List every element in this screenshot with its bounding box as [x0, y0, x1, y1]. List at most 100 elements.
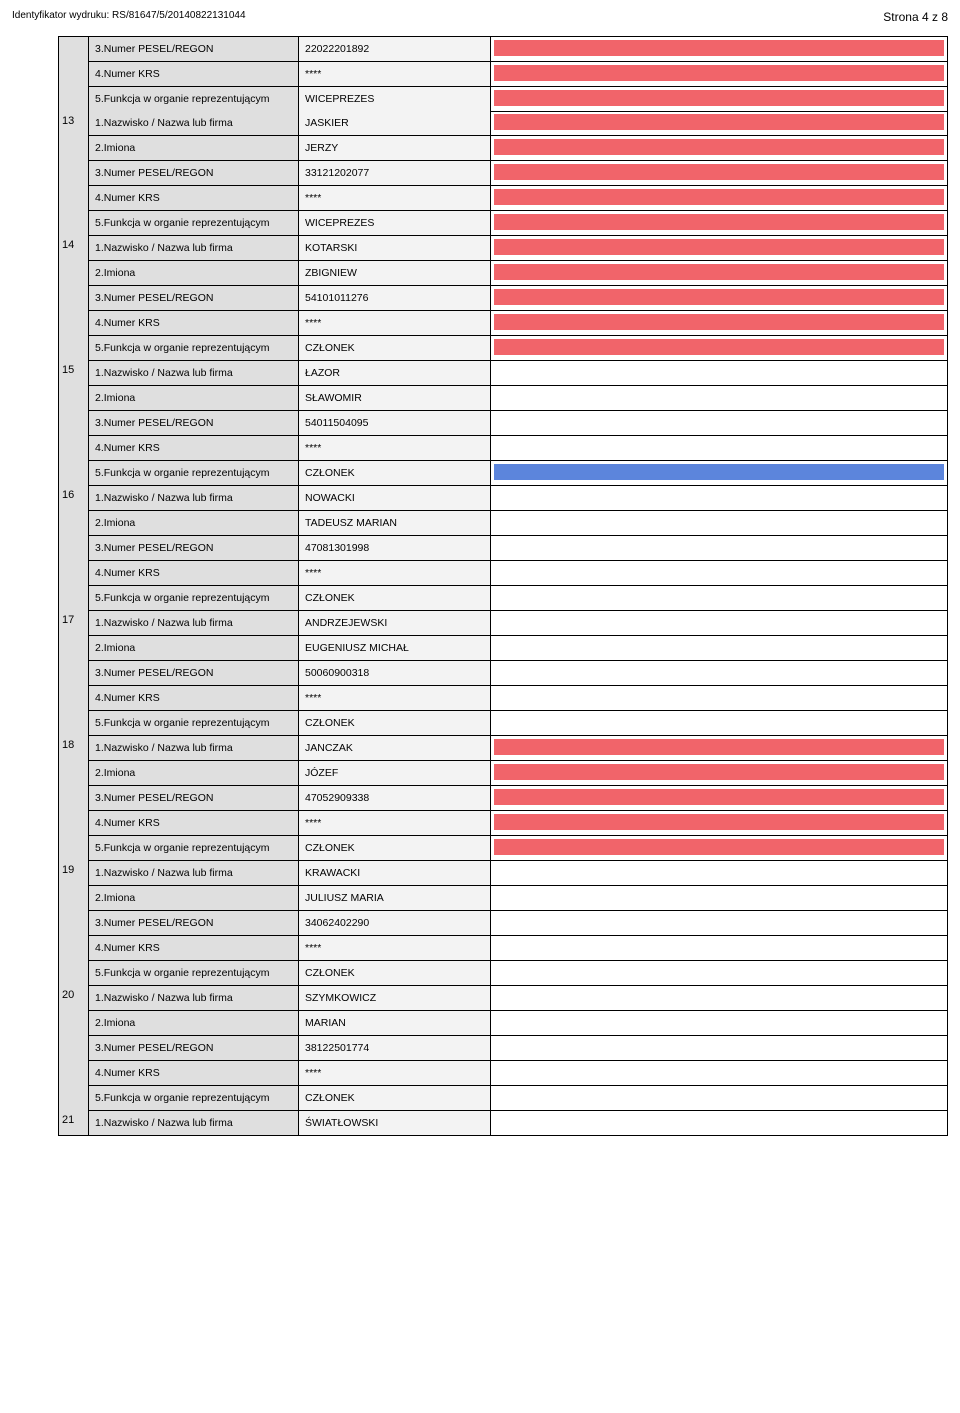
- row-value: ****: [299, 186, 491, 210]
- row-value: ****: [299, 686, 491, 710]
- row-bar-cell: [491, 1111, 947, 1135]
- identifier-value: RS/81647/5/20140822131044: [112, 10, 245, 21]
- entry-rows: 1.Nazwisko / Nazwa lub firmaJASKIER2.Imi…: [89, 111, 948, 236]
- row-value: NOWACKI: [299, 486, 491, 510]
- highlight-bar: [494, 114, 944, 130]
- entry-rows: 3.Numer PESEL/REGON220222018924.Numer KR…: [89, 36, 948, 112]
- table-row: 5.Funkcja w organie reprezentującymCZŁON…: [89, 460, 948, 486]
- row-bar-cell: [491, 211, 947, 235]
- row-label: 1.Nazwisko / Nazwa lub firma: [89, 111, 299, 135]
- row-value: EUGENIUSZ MICHAŁ: [299, 636, 491, 660]
- row-value: CZŁONEK: [299, 836, 491, 860]
- table-row: 1.Nazwisko / Nazwa lub firmaŚWIATŁOWSKI: [89, 1110, 948, 1136]
- row-bar-cell: [491, 386, 947, 410]
- print-identifier: Identyfikator wydruku: RS/81647/5/201408…: [12, 10, 246, 24]
- row-label: 5.Funkcja w organie reprezentującym: [89, 1086, 299, 1110]
- table-row: 5.Funkcja w organie reprezentującymCZŁON…: [89, 335, 948, 361]
- row-value: KRAWACKI: [299, 861, 491, 885]
- table-row: 4.Numer KRS****: [89, 435, 948, 460]
- highlight-bar: [494, 214, 944, 230]
- highlight-bar: [494, 40, 944, 56]
- entry-number: 13: [59, 111, 89, 236]
- table-row: 4.Numer KRS****: [89, 1060, 948, 1085]
- row-bar-cell: [491, 186, 947, 210]
- highlight-bar: [494, 264, 944, 280]
- entry-number: 16: [59, 485, 89, 611]
- entry-rows: 1.Nazwisko / Nazwa lub firmaNOWACKI2.Imi…: [89, 485, 948, 611]
- entry-rows: 1.Nazwisko / Nazwa lub firmaSZYMKOWICZ2.…: [89, 985, 948, 1111]
- row-value: 38122501774: [299, 1036, 491, 1060]
- row-bar-cell: [491, 336, 947, 360]
- row-value: 50060900318: [299, 661, 491, 685]
- row-bar-cell: [491, 136, 947, 160]
- row-label: 3.Numer PESEL/REGON: [89, 37, 299, 61]
- table-row: 4.Numer KRS****: [89, 560, 948, 585]
- entry-rows: 1.Nazwisko / Nazwa lub firmaŚWIATŁOWSKI: [89, 1110, 948, 1136]
- row-label: 3.Numer PESEL/REGON: [89, 536, 299, 560]
- table-row: 3.Numer PESEL/REGON54101011276: [89, 285, 948, 310]
- row-label: 4.Numer KRS: [89, 436, 299, 460]
- row-label: 2.Imiona: [89, 136, 299, 160]
- entry-number: 15: [59, 360, 89, 486]
- entry-block: 191.Nazwisko / Nazwa lub firmaKRAWACKI2.…: [58, 860, 948, 986]
- row-bar-cell: [491, 861, 947, 885]
- row-bar-cell: [491, 436, 947, 460]
- row-label: 2.Imiona: [89, 1011, 299, 1035]
- row-bar-cell: [491, 736, 947, 760]
- row-label: 1.Nazwisko / Nazwa lub firma: [89, 236, 299, 260]
- highlight-bar: [494, 65, 944, 81]
- row-value: 54101011276: [299, 286, 491, 310]
- row-label: 5.Funkcja w organie reprezentującym: [89, 586, 299, 610]
- table-row: 2.ImionaZBIGNIEW: [89, 260, 948, 285]
- highlight-bar: [494, 289, 944, 305]
- entry-rows: 1.Nazwisko / Nazwa lub firmaKRAWACKI2.Im…: [89, 860, 948, 986]
- table-row: 3.Numer PESEL/REGON33121202077: [89, 160, 948, 185]
- row-label: 3.Numer PESEL/REGON: [89, 661, 299, 685]
- row-value: JÓZEF: [299, 761, 491, 785]
- highlight-bar: [494, 90, 944, 106]
- row-bar-cell: [491, 1086, 947, 1110]
- table-row: 5.Funkcja w organie reprezentującymWICEP…: [89, 210, 948, 236]
- row-value: ****: [299, 561, 491, 585]
- row-label: 4.Numer KRS: [89, 311, 299, 335]
- entry-rows: 1.Nazwisko / Nazwa lub firmaJANCZAK2.Imi…: [89, 735, 948, 861]
- table-row: 5.Funkcja w organie reprezentującymCZŁON…: [89, 585, 948, 611]
- row-bar-cell: [491, 611, 947, 635]
- content-area: 3.Numer PESEL/REGON220222018924.Numer KR…: [58, 36, 948, 1136]
- row-bar-cell: [491, 811, 947, 835]
- row-bar-cell: [491, 286, 947, 310]
- page-number: Strona 4 z 8: [883, 10, 948, 24]
- row-value: CZŁONEK: [299, 711, 491, 735]
- table-row: 1.Nazwisko / Nazwa lub firmaKRAWACKI: [89, 860, 948, 885]
- table-row: 2.ImionaSŁAWOMIR: [89, 385, 948, 410]
- row-value: ****: [299, 311, 491, 335]
- table-row: 5.Funkcja w organie reprezentującymCZŁON…: [89, 1085, 948, 1111]
- row-bar-cell: [491, 511, 947, 535]
- entry-block: 161.Nazwisko / Nazwa lub firmaNOWACKI2.I…: [58, 485, 948, 611]
- row-label: 5.Funkcja w organie reprezentującym: [89, 87, 299, 111]
- table-row: 2.ImionaJERZY: [89, 135, 948, 160]
- table-row: 1.Nazwisko / Nazwa lub firmaJANCZAK: [89, 735, 948, 760]
- table-row: 3.Numer PESEL/REGON47081301998: [89, 535, 948, 560]
- table-row: 3.Numer PESEL/REGON34062402290: [89, 910, 948, 935]
- entry-block: 201.Nazwisko / Nazwa lub firmaSZYMKOWICZ…: [58, 985, 948, 1111]
- row-label: 5.Funkcja w organie reprezentującym: [89, 961, 299, 985]
- entry-number: 14: [59, 235, 89, 361]
- row-bar-cell: [491, 911, 947, 935]
- row-bar-cell: [491, 886, 947, 910]
- row-bar-cell: [491, 411, 947, 435]
- table-row: 4.Numer KRS****: [89, 185, 948, 210]
- row-bar-cell: [491, 311, 947, 335]
- highlight-bar: [494, 739, 944, 755]
- entry-number: 18: [59, 735, 89, 861]
- row-value: WICEPREZES: [299, 87, 491, 111]
- row-bar-cell: [491, 986, 947, 1010]
- row-label: 2.Imiona: [89, 886, 299, 910]
- entry-number: 17: [59, 610, 89, 736]
- continuation-entry: 3.Numer PESEL/REGON220222018924.Numer KR…: [58, 36, 948, 112]
- row-bar-cell: [491, 111, 947, 135]
- table-row: 5.Funkcja w organie reprezentującymCZŁON…: [89, 835, 948, 861]
- table-row: 5.Funkcja w organie reprezentującymCZŁON…: [89, 710, 948, 736]
- row-value: 33121202077: [299, 161, 491, 185]
- highlight-bar: [494, 189, 944, 205]
